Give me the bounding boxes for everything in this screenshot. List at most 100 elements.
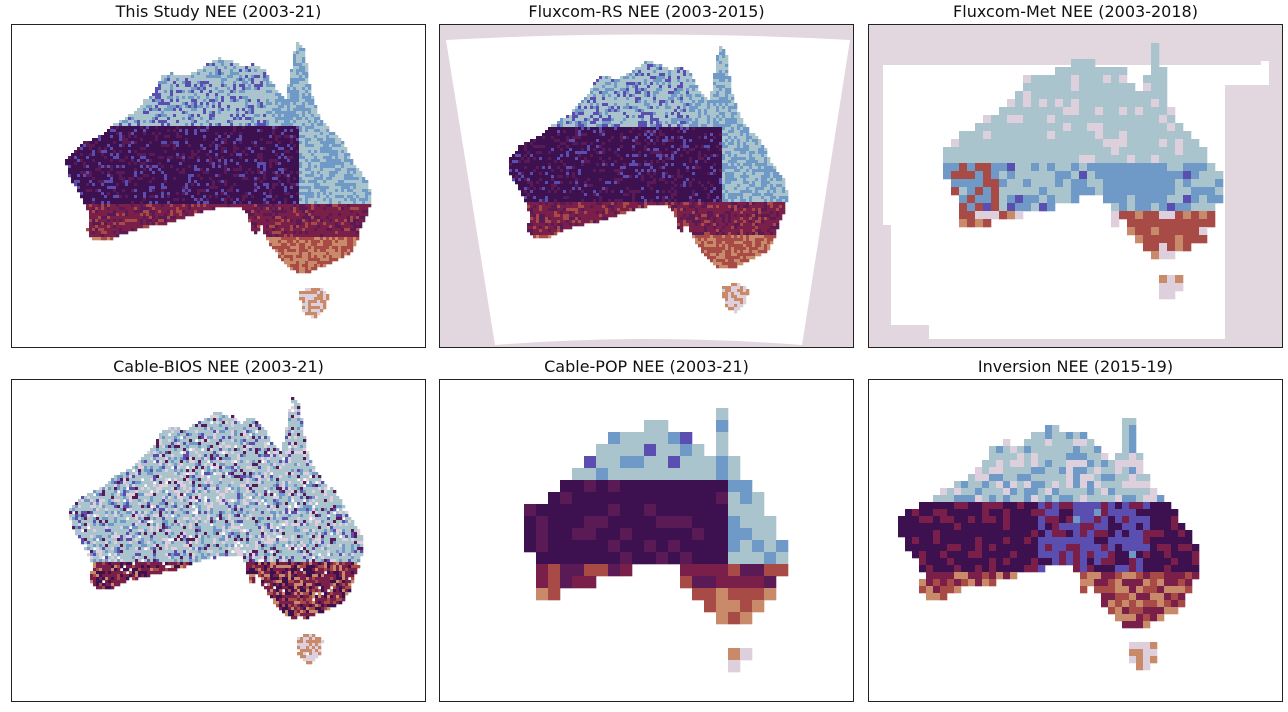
raster-cell	[260, 129, 264, 133]
raster-cell	[185, 75, 189, 79]
raster-cell	[251, 75, 255, 79]
raster-cell	[320, 255, 324, 259]
raster-cell	[281, 243, 285, 247]
raster-cell	[188, 123, 192, 127]
raster-cell	[215, 63, 219, 67]
raster-cell	[281, 141, 285, 145]
raster-cell	[317, 222, 321, 226]
raster-cell	[245, 171, 249, 175]
raster-cell	[623, 76, 627, 80]
raster-cell	[299, 180, 303, 184]
raster-cell	[329, 168, 333, 172]
raster-cell	[626, 76, 630, 80]
raster-cell	[662, 91, 666, 95]
raster-cell	[131, 204, 135, 208]
raster-cell	[290, 264, 294, 268]
raster-cell	[728, 79, 732, 83]
raster-cell	[281, 111, 285, 115]
raster-cell	[344, 198, 348, 202]
raster-cell	[662, 97, 666, 101]
raster-cell	[299, 93, 303, 97]
raster-cell	[212, 153, 216, 157]
raster-cell	[359, 189, 363, 193]
raster-cell	[347, 237, 351, 241]
raster-cell	[236, 147, 240, 151]
raster-cell	[158, 177, 162, 181]
raster-cell	[263, 162, 267, 166]
raster-cell	[266, 222, 270, 226]
raster-cell	[158, 141, 162, 145]
raster-cell	[275, 216, 279, 220]
raster-cell	[158, 150, 162, 154]
raster-cell	[257, 144, 261, 148]
raster-cell	[158, 165, 162, 169]
raster-cell	[287, 96, 291, 100]
raster-cell	[164, 135, 168, 139]
raster-cell	[206, 66, 210, 70]
raster-cell	[239, 159, 243, 163]
raster-cell	[224, 60, 228, 64]
raster-cell	[302, 90, 306, 94]
raster-cell	[341, 222, 345, 226]
raster-cell	[158, 219, 162, 223]
raster-cell	[167, 168, 171, 172]
raster-cell	[233, 138, 237, 142]
raster-cell	[236, 66, 240, 70]
raster-cell	[332, 135, 336, 139]
raster-cell	[236, 150, 240, 154]
raster-cell	[185, 159, 189, 163]
raster-cell	[146, 135, 150, 139]
raster-cell	[293, 93, 297, 97]
raster-cell	[176, 147, 180, 151]
raster-cell	[359, 204, 363, 208]
raster-cell	[311, 300, 315, 304]
raster-cell	[257, 207, 261, 211]
raster-cell	[194, 207, 198, 211]
raster-cell	[260, 183, 264, 187]
raster-cell	[611, 91, 615, 95]
raster-cell	[146, 144, 150, 148]
raster-cell	[251, 102, 255, 106]
raster-cell	[101, 234, 105, 238]
raster-cell	[170, 102, 174, 106]
raster-cell	[647, 100, 651, 104]
raster-cell	[230, 159, 234, 163]
raster-cell	[278, 138, 282, 142]
raster-cell	[344, 192, 348, 196]
raster-cell	[101, 192, 105, 196]
raster-cell	[320, 156, 324, 160]
raster-cell	[287, 189, 291, 193]
raster-cell	[134, 222, 138, 226]
raster-cell	[230, 63, 234, 67]
raster-cell	[296, 90, 300, 94]
raster-cell	[122, 162, 126, 166]
raster-cell	[176, 108, 180, 112]
raster-cell	[197, 189, 201, 193]
raster-cell	[146, 150, 150, 154]
raster-cell	[167, 93, 171, 97]
raster-cell	[185, 180, 189, 184]
raster-cell	[95, 162, 99, 166]
raster-cell	[341, 237, 345, 241]
raster-cell	[164, 204, 168, 208]
raster-cell	[308, 189, 312, 193]
raster-cell	[218, 180, 222, 184]
raster-cell	[128, 213, 132, 217]
raster-cell	[317, 210, 321, 214]
raster-cell	[281, 117, 285, 121]
raster-cell	[146, 123, 150, 127]
raster-cell	[158, 159, 162, 163]
raster-cell	[287, 126, 291, 130]
raster-cell	[326, 162, 330, 166]
raster-cell	[209, 183, 213, 187]
raster-cell	[200, 99, 204, 103]
raster-cell	[248, 135, 252, 139]
raster-cell	[314, 141, 318, 145]
raster-cell	[335, 198, 339, 202]
raster-cell	[89, 228, 93, 232]
raster-cell	[275, 171, 279, 175]
raster-cell	[86, 147, 90, 151]
raster-cell	[200, 198, 204, 202]
raster-cell	[200, 165, 204, 169]
raster-cell	[653, 67, 657, 71]
